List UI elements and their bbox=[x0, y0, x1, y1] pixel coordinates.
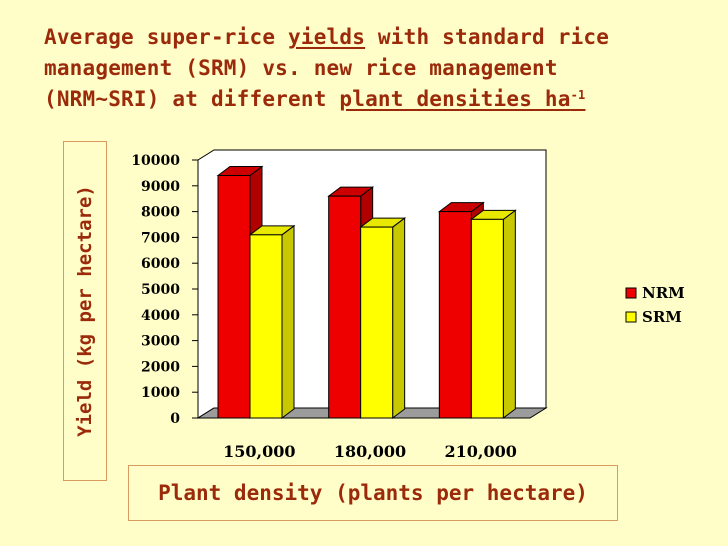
legend-swatch-nrm bbox=[625, 287, 637, 299]
title-superscript: -1 bbox=[570, 88, 586, 102]
bar-front bbox=[249, 234, 283, 419]
y-tick-label: 1000 bbox=[141, 385, 180, 401]
y-tick-label: 10000 bbox=[131, 153, 180, 169]
title-densities-text: plant densities ha bbox=[339, 87, 571, 111]
bar-srm-1 bbox=[248, 224, 296, 419]
y-tick-label: 4000 bbox=[141, 308, 180, 324]
chart-title: Average super-rice yields with standard … bbox=[44, 22, 684, 115]
y-tick-label: 9000 bbox=[141, 179, 180, 195]
y-tick-label: 5000 bbox=[141, 282, 180, 298]
legend-swatch-srm bbox=[625, 311, 637, 323]
y-tick-label: 2000 bbox=[141, 359, 180, 375]
bar-side bbox=[281, 224, 295, 419]
y-tick-label: 6000 bbox=[141, 256, 180, 272]
y-tick-label: 3000 bbox=[141, 334, 180, 350]
bar-side bbox=[392, 217, 406, 419]
x-tick-label: 150,000 bbox=[223, 442, 295, 461]
y-tick-label: 0 bbox=[170, 411, 180, 427]
y-tick-label: 8000 bbox=[141, 205, 180, 221]
title-text-1: Average super-rice bbox=[44, 25, 289, 49]
x-tick-label: 180,000 bbox=[334, 442, 406, 461]
bar-front bbox=[328, 195, 362, 419]
legend: NRM SRM bbox=[625, 284, 685, 326]
legend-label-srm: SRM bbox=[642, 308, 682, 326]
bar-srm-2 bbox=[359, 217, 407, 419]
bar-side bbox=[502, 209, 516, 420]
bar-srm-3 bbox=[469, 209, 517, 420]
bar-front bbox=[217, 174, 251, 419]
y-tick-label: 7000 bbox=[141, 230, 180, 246]
x-axis-label: Plant density (plants per hectare) bbox=[128, 465, 618, 521]
bar-front bbox=[360, 226, 394, 419]
x-tick-label: 210,000 bbox=[444, 442, 516, 461]
bar-front bbox=[470, 218, 504, 419]
title-text-2: with standard rice management (SRM) vs. … bbox=[44, 25, 610, 111]
legend-label-nrm: NRM bbox=[642, 284, 685, 302]
y-axis-label-box bbox=[63, 141, 107, 481]
bar-front bbox=[438, 211, 472, 419]
title-densities: plant densities ha-1 bbox=[339, 87, 585, 111]
title-yields: yields bbox=[288, 25, 366, 49]
